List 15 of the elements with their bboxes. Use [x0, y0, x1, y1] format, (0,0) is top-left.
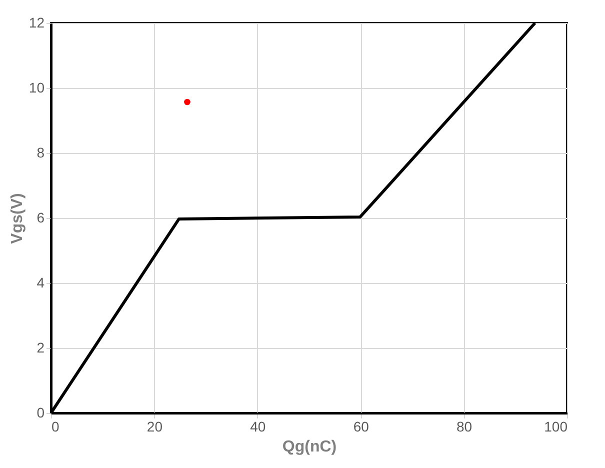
y-tick-label: 10 [28, 80, 45, 96]
y-tick-label: 8 [36, 144, 45, 160]
x-tick-label: 20 [146, 418, 163, 434]
x-tick-label: 40 [250, 418, 266, 434]
x-tick-label: 60 [353, 418, 370, 434]
y-tick-label: 6 [36, 210, 45, 226]
y-tick-label: 0 [36, 404, 45, 420]
x-tick-label: 80 [456, 418, 472, 434]
y-tick-label: 2 [36, 340, 45, 356]
x-tick-label: 0 [52, 418, 60, 434]
y-tick-label: 12 [28, 14, 45, 30]
x-tick-label: 100 [544, 418, 568, 434]
y-tick-label: 4 [36, 274, 45, 290]
x-axis-title: Qg(nC) [282, 438, 337, 456]
y-axis-title: Vgs(V) [8, 193, 26, 244]
